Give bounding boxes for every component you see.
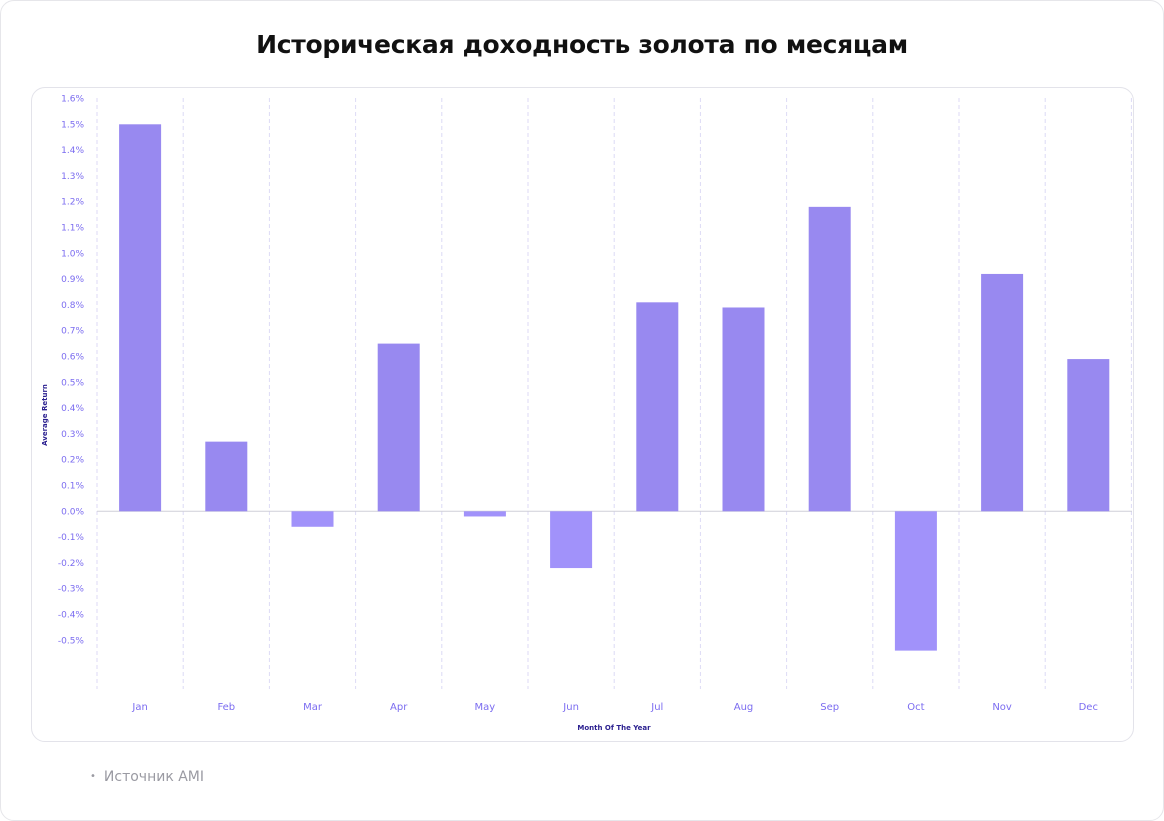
y-tick-label: -0.4% [58,611,85,621]
bar-sep [808,206,851,512]
bar-jun [550,511,593,569]
x-tick-label: Feb [217,702,235,713]
y-tick-label: 0.7% [61,327,84,337]
x-tick-label: May [475,702,496,713]
bar-jan [119,124,162,512]
y-tick-label: 1.4% [61,146,84,156]
x-axis-title: Month Of The Year [577,724,651,732]
bar-mar [291,511,334,527]
y-tick-label: 0.3% [61,430,84,440]
y-tick-label: 0.8% [61,301,84,311]
y-tick-label: 1.1% [61,224,84,234]
bar-dec [1067,359,1110,512]
x-tick-label: Mar [303,702,323,713]
y-tick-label: 1.6% [61,95,84,105]
source-note: • Источник AMI [90,769,204,785]
bullet-icon: • [90,771,96,782]
y-axis-title: Average Return [41,384,49,446]
y-tick-labels: 1.6% 1.5% 1.4% 1.3% 1.2% 1.1% 1.0% 0.9% 0.8% 0.7%… [58,95,85,647]
y-tick-label: 0.4% [61,404,84,414]
y-tick-label: -0.2% [58,559,85,569]
bar-oct [894,511,937,651]
x-tick-label: Jul [650,702,663,713]
x-tick-label: Apr [390,702,408,713]
grid-layer [96,98,1132,689]
source-text: Источник AMI [103,769,205,785]
x-tick-label: Aug [734,702,754,713]
y-tick-label: 0.0% [61,507,84,517]
bar-aug [722,307,765,512]
y-tick-label: 0.5% [61,378,84,388]
x-tick-labels: Jan Feb Mar Apr May Jun Jul Aug Sep Oct Nov Dec [131,702,1098,713]
bar-jul [636,302,679,512]
x-tick-label: Nov [992,702,1012,713]
bar-apr [377,343,420,512]
y-tick-label: 0.6% [61,353,84,363]
bar-nov [981,273,1024,512]
y-tick-label: 1.3% [61,172,84,182]
bars-layer [119,124,1110,651]
x-tick-label: Jun [562,702,579,713]
y-tick-label: 0.2% [61,456,84,466]
chart-panel: 1.6% 1.5% 1.4% 1.3% 1.2% 1.1% 1.0% 0.9% 0.8% 0.7%… [31,87,1134,742]
y-tick-label: -0.5% [58,636,85,646]
x-tick-label: Dec [1079,702,1098,713]
bar-chart: 1.6% 1.5% 1.4% 1.3% 1.2% 1.1% 1.0% 0.9% 0.8% 0.7%… [41,95,1132,732]
y-tick-label: 1.0% [61,249,84,259]
page-title: Историческая доходность золота по месяца… [256,30,908,59]
y-tick-label: -0.1% [58,533,85,543]
x-tick-label: Jan [131,702,147,713]
y-tick-label: 1.2% [61,198,84,208]
x-tick-label: Sep [820,702,839,713]
bar-may [463,511,506,517]
y-tick-label: 1.5% [61,120,84,130]
y-tick-label: 0.9% [61,275,84,285]
y-tick-label: 0.1% [61,482,84,492]
y-tick-label: -0.3% [58,585,85,595]
bar-feb [205,441,248,512]
x-tick-label: Oct [907,702,924,713]
